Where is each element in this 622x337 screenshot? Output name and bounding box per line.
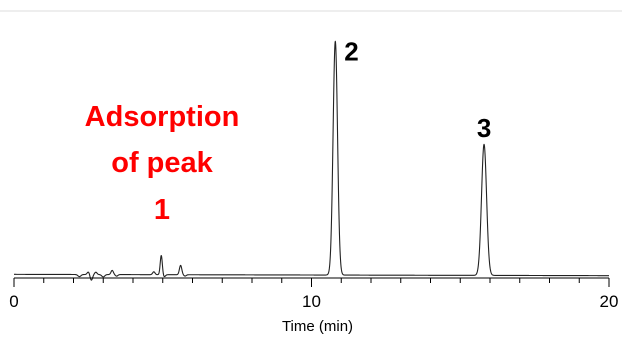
annotation-line: Adsorption xyxy=(85,101,240,133)
annotation-line: of peak xyxy=(111,147,213,179)
x-tick-label: 0 xyxy=(9,292,18,311)
peak-labels: 23 xyxy=(344,36,491,143)
adsorption-annotation: Adsorption of peak 1 xyxy=(85,101,240,226)
x-axis-ticks: 0 10 20 xyxy=(9,278,618,311)
x-tick-label: 10 xyxy=(302,292,321,311)
annotation-line: 1 xyxy=(154,194,170,226)
peak-label: 2 xyxy=(344,36,358,66)
x-axis-label: Time (min) xyxy=(282,318,353,335)
chromatogram-trace xyxy=(13,40,610,281)
x-tick-label: 20 xyxy=(600,292,619,311)
peak-label: 3 xyxy=(477,113,491,143)
